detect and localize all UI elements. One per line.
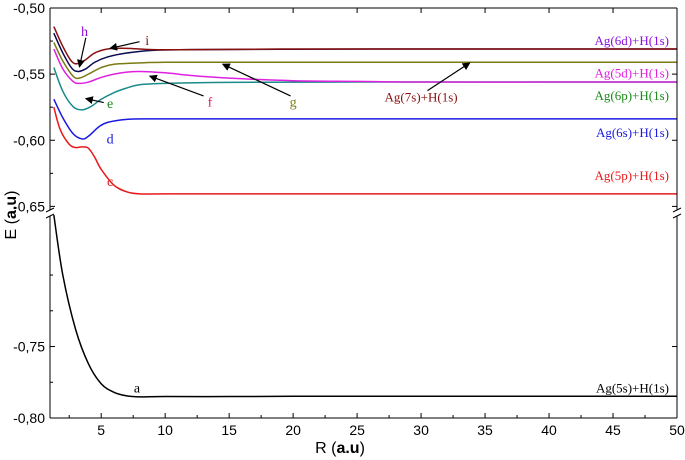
x-axis-title-suffix: ): [360, 440, 365, 457]
series-line-i: [53, 26, 677, 65]
annotation-arrow: [427, 62, 471, 92]
x-tick-label: 15: [221, 422, 237, 438]
x-axis-title-unit: a.u: [336, 440, 359, 457]
series-line-e: [53, 67, 677, 111]
annotation-label: f: [208, 96, 213, 111]
x-tick-label: 25: [349, 422, 365, 438]
annotation-label: a: [134, 382, 141, 397]
annotation-label: c: [107, 175, 113, 190]
y-axis-title: E (a.u): [3, 191, 20, 240]
y-axis-title-suffix: ): [3, 191, 20, 196]
annotation-arrow: [77, 37, 87, 68]
annotation-arrow: [109, 41, 140, 51]
y-tick-label: -0,80: [13, 410, 45, 426]
annotation-arrow: [148, 74, 204, 97]
series-label: Ag(5d)+H(1s): [595, 65, 669, 80]
annotation-label: e: [107, 97, 113, 112]
x-axis-title: R (a.u): [315, 440, 365, 457]
annotation-arrow: [221, 63, 291, 97]
series-line-a: [53, 214, 677, 398]
annotation-label: i: [145, 34, 149, 49]
series-line-f: [53, 48, 677, 85]
series-line-c: [53, 106, 677, 195]
y-tick-label: -0,60: [13, 132, 45, 148]
x-axis-title-prefix: R (: [315, 440, 337, 457]
y-tick-label: -0,50: [13, 0, 45, 16]
x-tick-label: 35: [477, 422, 493, 438]
y-tick-label: -0,55: [13, 66, 45, 82]
axis-break-mark: [672, 207, 682, 213]
annotation-arrow: [84, 96, 104, 105]
series-line-g: [53, 42, 677, 80]
annotation-label: d: [107, 133, 114, 148]
series-label: Ag(5p)+H(1s): [595, 168, 669, 183]
x-tick-label: 10: [157, 422, 173, 438]
x-tick-label: 5: [97, 422, 105, 438]
axis-break-mark: [45, 207, 55, 213]
y-axis-title-unit: a.u: [3, 196, 20, 219]
series-label: Ag(5s)+H(1s): [596, 381, 669, 396]
y-tick-label: -0,65: [13, 198, 45, 214]
annotation-label: h: [81, 25, 88, 40]
y-tick-label: -0,75: [13, 339, 45, 355]
y-axis-title-prefix: E (: [3, 218, 20, 239]
axis-break-mark: [672, 213, 682, 219]
series-label: Ag(6d)+H(1s): [595, 33, 669, 48]
x-tick-label: 50: [669, 422, 685, 438]
series-label: Ag(6s)+H(1s): [596, 125, 669, 140]
series-label: Ag(6p)+H(1s): [595, 88, 669, 103]
axis-break-mark: [45, 213, 55, 219]
x-tick-label: 30: [413, 422, 429, 438]
series-line-d: [53, 98, 677, 140]
annotation-label: Ag(7s)+H(1s): [385, 89, 458, 104]
annotation-label: g: [290, 96, 297, 111]
x-tick-label: 40: [541, 422, 557, 438]
x-tick-label: 45: [605, 422, 621, 438]
x-tick-label: 20: [285, 422, 301, 438]
